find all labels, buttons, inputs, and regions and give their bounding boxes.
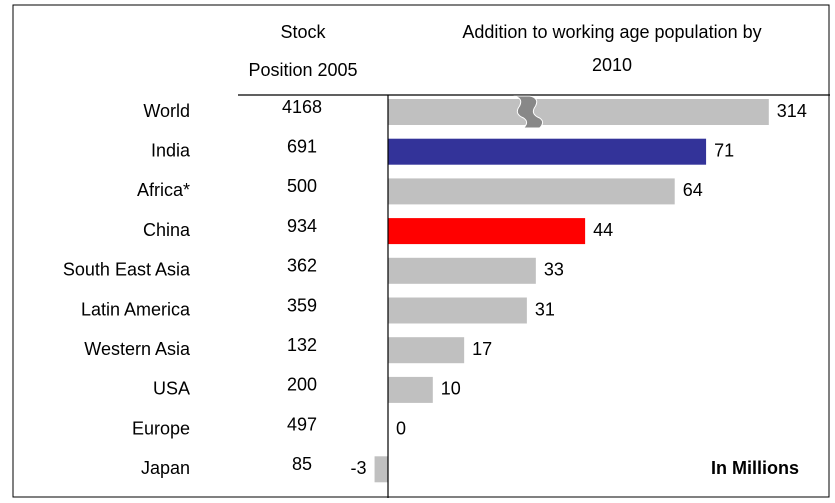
value-label: 314 bbox=[777, 101, 807, 121]
value-label: 0 bbox=[396, 418, 406, 438]
bar bbox=[388, 218, 586, 245]
bar-break bbox=[513, 95, 544, 129]
value-label: 71 bbox=[714, 140, 734, 160]
unit-note: In Millions bbox=[711, 458, 799, 478]
bar bbox=[388, 376, 433, 403]
stock-value: 200 bbox=[287, 375, 317, 395]
value-label: 44 bbox=[593, 220, 613, 240]
category-label: World bbox=[143, 101, 190, 121]
bar bbox=[388, 99, 769, 125]
category-label: India bbox=[151, 140, 191, 160]
stock-value: 934 bbox=[287, 216, 317, 236]
stock-value: 691 bbox=[287, 136, 317, 156]
value-label: -3 bbox=[351, 458, 367, 478]
stock-header: Position 2005 bbox=[248, 60, 357, 80]
bar bbox=[388, 257, 536, 284]
bar bbox=[388, 297, 527, 324]
bar bbox=[374, 456, 388, 483]
category-label: Europe bbox=[132, 418, 190, 438]
value-label: 33 bbox=[544, 260, 564, 280]
value-label: 31 bbox=[535, 299, 555, 319]
value-label: 10 bbox=[441, 379, 461, 399]
stock-header: Stock bbox=[280, 22, 326, 42]
stock-value: 4168 bbox=[282, 97, 322, 117]
stock-value: 85 bbox=[292, 454, 312, 474]
category-label: USA bbox=[153, 379, 190, 399]
chart-title: Addition to working age population by bbox=[462, 22, 761, 42]
category-label: South East Asia bbox=[63, 260, 191, 280]
category-label: Western Asia bbox=[84, 339, 191, 359]
stock-value: 132 bbox=[287, 335, 317, 355]
frame bbox=[12, 4, 830, 498]
stock-value: 500 bbox=[287, 176, 317, 196]
value-label: 64 bbox=[683, 180, 703, 200]
bar bbox=[388, 337, 465, 364]
bar bbox=[388, 138, 707, 165]
stock-value: 359 bbox=[287, 295, 317, 315]
stock-value: 497 bbox=[287, 414, 317, 434]
category-label: China bbox=[143, 220, 191, 240]
value-label: 17 bbox=[472, 339, 492, 359]
category-label: Africa* bbox=[137, 180, 190, 200]
category-label: Japan bbox=[141, 458, 190, 478]
stock-value: 362 bbox=[287, 256, 317, 276]
bar bbox=[388, 178, 675, 205]
chart-title: 2010 bbox=[592, 55, 632, 75]
category-label: Latin America bbox=[81, 299, 191, 319]
